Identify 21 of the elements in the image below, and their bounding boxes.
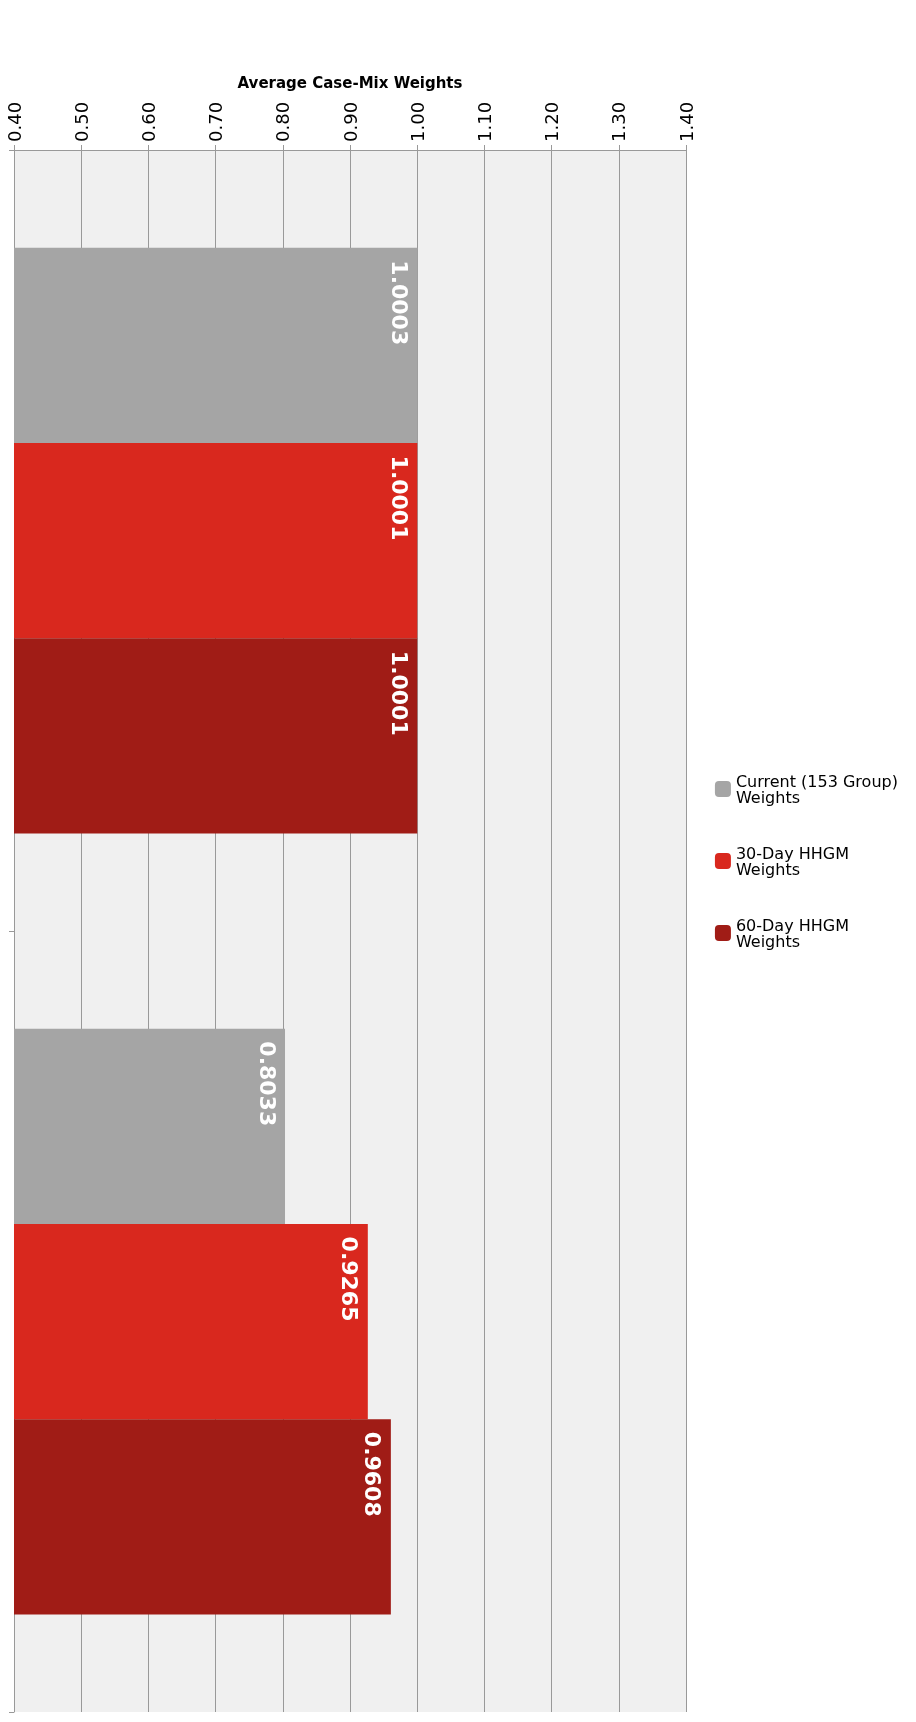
legend-label: 30-Day HHGM Weights (735, 843, 855, 879)
data-label: 0.9265 (337, 1236, 363, 1322)
x-tick-label: 0.60 (137, 101, 159, 142)
x-axis-title: Average Case-Mix Weights (237, 73, 463, 92)
x-tick-label: 1.30 (608, 101, 630, 142)
data-label: 1.0001 (386, 455, 412, 541)
data-label: 0.8033 (254, 1041, 280, 1127)
x-tick-label: 0.50 (70, 101, 92, 142)
legend-label: Current (153 Group) Weights (735, 771, 904, 807)
data-label: 1.0001 (386, 650, 412, 736)
x-tick-label: 0.90 (339, 101, 361, 142)
legend-label: 60-Day HHGM Weights (735, 915, 855, 951)
x-tick-label: 1.20 (541, 101, 563, 142)
x-tick-label: 1.00 (406, 101, 428, 142)
x-tick-label: 1.10 (473, 101, 495, 142)
x-tick-label: 1.40 (675, 101, 697, 142)
x-tick-label: 0.70 (205, 101, 227, 142)
x-tick-label: 0.80 (272, 101, 294, 142)
data-label: 0.9608 (360, 1431, 386, 1517)
data-label: 1.0003 (386, 260, 412, 346)
x-tick-label: 0.40 (3, 101, 25, 142)
